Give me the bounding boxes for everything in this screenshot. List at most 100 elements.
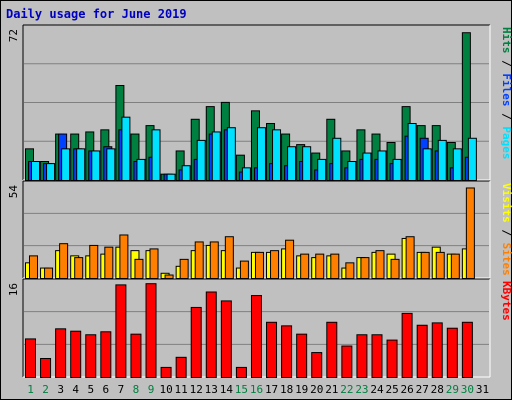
kbytes-bar-day-4 xyxy=(70,330,82,378)
kbytes-bar-day-26 xyxy=(401,312,413,378)
kbytes-bar-day-21 xyxy=(326,321,338,378)
pages-bar-day-7 xyxy=(121,116,131,181)
pages-bar-day-14 xyxy=(226,127,236,181)
sites-bar-day-23 xyxy=(360,257,370,280)
series-label-hits: Hits xyxy=(500,27,512,54)
x-tick-label-24: 24 xyxy=(370,383,384,396)
series-label-3: KBytes xyxy=(500,281,512,321)
series-label-visits: Visits xyxy=(500,183,512,223)
kbytes-bar-day-29 xyxy=(446,327,458,378)
sites-bar-day-18 xyxy=(285,239,295,279)
sites-bar-day-12 xyxy=(194,241,204,279)
kbytes-bar-day-20 xyxy=(311,352,323,378)
kbytes-bar-day-24 xyxy=(371,334,383,378)
kbytes-bar-day-27 xyxy=(416,324,428,378)
kbytes-bar-day-1 xyxy=(25,338,36,378)
kbytes-bar-day-28 xyxy=(431,322,443,378)
pages-bar-day-6 xyxy=(106,148,116,181)
sites-bar-day-6 xyxy=(104,246,114,280)
kbytes-bar-day-3 xyxy=(55,328,67,378)
kbytes-bar-day-18 xyxy=(281,325,293,378)
pages-bar-day-3 xyxy=(61,148,71,181)
pages-bar-day-19 xyxy=(302,146,312,182)
pages-bar-day-1 xyxy=(31,161,40,181)
pages-bar-day-20 xyxy=(317,158,327,181)
pages-bar-day-28 xyxy=(437,139,447,181)
kbytes-bar-day-15 xyxy=(235,366,247,378)
sites-bar-day-25 xyxy=(390,258,400,279)
kbytes-bar-day-6 xyxy=(100,331,112,378)
series-label-sites: Sites xyxy=(500,243,512,276)
chart-title: Daily usage for June 2019 xyxy=(6,7,187,21)
x-tick-label-14: 14 xyxy=(220,383,234,396)
pages-bar-day-10 xyxy=(166,173,176,182)
kbytes-bar-day-14 xyxy=(220,300,232,378)
kbytes-bar-day-17 xyxy=(266,321,278,378)
pages-bar-day-16 xyxy=(256,127,266,181)
pages-bar-day-24 xyxy=(377,150,387,181)
x-tick-label-13: 13 xyxy=(205,383,218,396)
kbytes-bar-day-2 xyxy=(40,358,52,378)
kbytes-bar-day-5 xyxy=(85,334,97,378)
series-label-pages: Pages xyxy=(500,126,512,159)
sites-bar-day-29 xyxy=(450,253,460,279)
x-tick-label-11: 11 xyxy=(175,383,188,396)
series-label-1: Hits / Files / Pages xyxy=(500,27,512,160)
y-max-label-2: 54 xyxy=(7,185,20,199)
pages-bar-day-17 xyxy=(272,129,282,181)
kbytes-bar-day-7 xyxy=(115,284,127,378)
pages-bar-day-25 xyxy=(392,158,402,181)
sites-bar-day-21 xyxy=(330,253,340,279)
series-label-separator: / xyxy=(500,107,512,127)
x-tick-label-23: 23 xyxy=(355,383,368,396)
pages-bar-day-30 xyxy=(467,137,477,181)
sites-bar-day-10 xyxy=(164,274,174,280)
series-label-kbytes: KBytes xyxy=(500,281,512,321)
sites-bar-day-28 xyxy=(435,251,445,279)
sites-bar-day-16 xyxy=(254,251,264,279)
pages-bar-day-4 xyxy=(76,148,86,181)
x-tick-label-30: 30 xyxy=(461,383,474,396)
x-tick-label-17: 17 xyxy=(265,383,278,396)
x-tick-label-5: 5 xyxy=(87,383,94,396)
sites-bar-day-14 xyxy=(224,236,234,280)
pages-bar-day-22 xyxy=(347,161,357,181)
kbytes-bar-day-12 xyxy=(190,306,202,378)
x-tick-label-20: 20 xyxy=(310,383,323,396)
sites-bar-day-7 xyxy=(119,234,129,279)
x-tick-label-15: 15 xyxy=(235,383,248,396)
sites-bar-day-3 xyxy=(59,243,69,279)
sites-bar-day-4 xyxy=(74,257,84,280)
sites-bar-day-22 xyxy=(345,262,355,280)
series-label-separator: / xyxy=(500,54,512,74)
sites-bar-day-15 xyxy=(239,260,249,279)
sites-bar-day-20 xyxy=(315,253,325,279)
x-tick-label-22: 22 xyxy=(340,383,353,396)
pages-bar-day-12 xyxy=(196,139,206,181)
pages-bar-day-11 xyxy=(181,165,191,182)
kbytes-bar-day-22 xyxy=(341,345,353,378)
kbytes-bar-day-19 xyxy=(296,333,308,378)
x-tick-label-6: 6 xyxy=(103,383,110,396)
series-label-separator: / xyxy=(500,223,512,243)
sites-bar-day-27 xyxy=(420,251,430,279)
sites-bar-day-1 xyxy=(29,255,38,280)
x-tick-label-29: 29 xyxy=(446,383,459,396)
x-tick-label-21: 21 xyxy=(325,383,338,396)
x-tick-label-25: 25 xyxy=(385,383,398,396)
x-tick-label-18: 18 xyxy=(280,383,293,396)
series-label-files: Files xyxy=(500,73,512,106)
pages-bar-day-23 xyxy=(362,152,372,182)
sites-bar-day-24 xyxy=(375,250,385,279)
x-tick-label-16: 16 xyxy=(250,383,263,396)
x-tick-label-1: 1 xyxy=(27,383,34,396)
x-tick-label-28: 28 xyxy=(431,383,444,396)
x-tick-label-2: 2 xyxy=(42,383,49,396)
y-max-label-1: 72 xyxy=(7,29,20,42)
pages-bar-day-27 xyxy=(422,148,432,181)
pages-bar-day-8 xyxy=(136,158,146,181)
pages-bar-day-2 xyxy=(46,163,56,182)
x-tick-label-9: 9 xyxy=(148,383,155,396)
kbytes-bar-day-8 xyxy=(130,333,142,378)
sites-bar-day-11 xyxy=(179,258,189,279)
